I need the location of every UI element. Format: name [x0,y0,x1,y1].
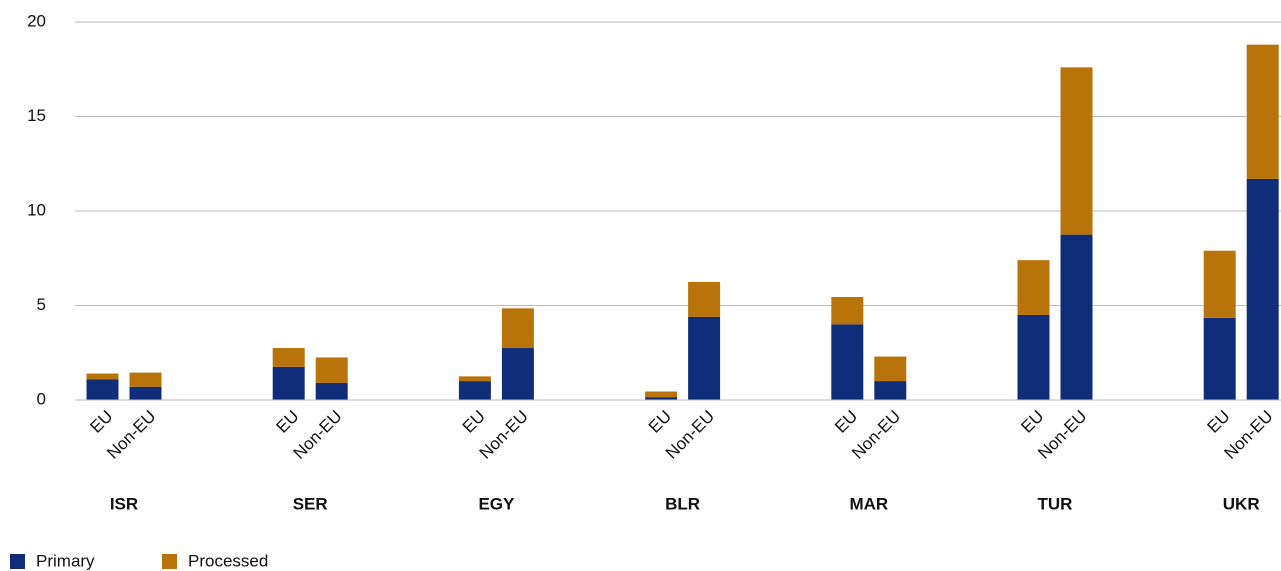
bar-segment [688,281,721,317]
group-label: SER [293,494,328,513]
bar-segment [272,348,305,367]
x-tick-label: Non-EU [662,407,718,463]
bar-segment [315,382,348,400]
x-tick-label: EU [1017,407,1047,437]
x-tick-label: EU [831,407,861,437]
y-tick-label: 5 [37,295,46,314]
bar-segment [645,391,678,398]
bar-segment [688,316,721,400]
group-label: BLR [665,494,700,513]
bar-segment [458,376,491,382]
x-tick-label: EU [1204,407,1234,437]
legend-swatch [162,554,177,569]
group-label: UKR [1223,494,1260,513]
group-label: EGY [478,494,515,513]
bar-segment [1203,317,1236,400]
bar-segment [458,381,491,400]
y-tick-label: 20 [27,11,46,30]
bar-segment [1017,260,1050,315]
bar-segment [86,379,119,400]
bar-segment [1203,250,1236,318]
x-tick-label: EU [86,407,116,437]
bar-segment [1017,314,1050,400]
x-tick-label: Non-EU [476,407,532,463]
bar-segment [501,308,534,349]
x-tick-label: Non-EU [290,407,346,463]
bar-segment [1060,234,1093,400]
bar-segment [129,386,162,400]
bar-segment [86,373,119,380]
bar-segment [645,397,678,400]
bar-segment [831,324,864,400]
group-label: MAR [849,494,888,513]
x-tick-label: Non-EU [1034,407,1090,463]
legend-label: Processed [188,551,268,570]
bar-segment [1060,67,1093,235]
bar-segment [1246,178,1279,400]
bar-segment [272,366,305,400]
bar-segment [129,372,162,387]
y-tick-label: 0 [37,389,46,408]
bar-segment [831,296,864,325]
group-label: ISR [110,494,138,513]
x-tick-label: Non-EU [1221,407,1277,463]
y-tick-label: 15 [27,106,46,125]
bar-segment [874,356,907,382]
x-tick-label: EU [459,407,489,437]
y-tick-label: 10 [27,200,46,219]
legend-swatch [10,554,25,569]
legend-label: Primary [36,551,95,570]
group-label: TUR [1038,494,1073,513]
bar-segment [315,357,348,383]
bar-segment [874,381,907,400]
bar-segment [1246,44,1279,179]
x-tick-label: EU [273,407,303,437]
x-tick-label: Non-EU [103,407,159,463]
x-tick-label: EU [645,407,675,437]
x-tick-label: Non-EU [848,407,904,463]
bar-segment [501,348,534,400]
